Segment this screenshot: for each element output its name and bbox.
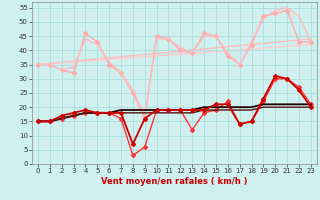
X-axis label: Vent moyen/en rafales ( km/h ): Vent moyen/en rafales ( km/h ) (101, 177, 248, 186)
